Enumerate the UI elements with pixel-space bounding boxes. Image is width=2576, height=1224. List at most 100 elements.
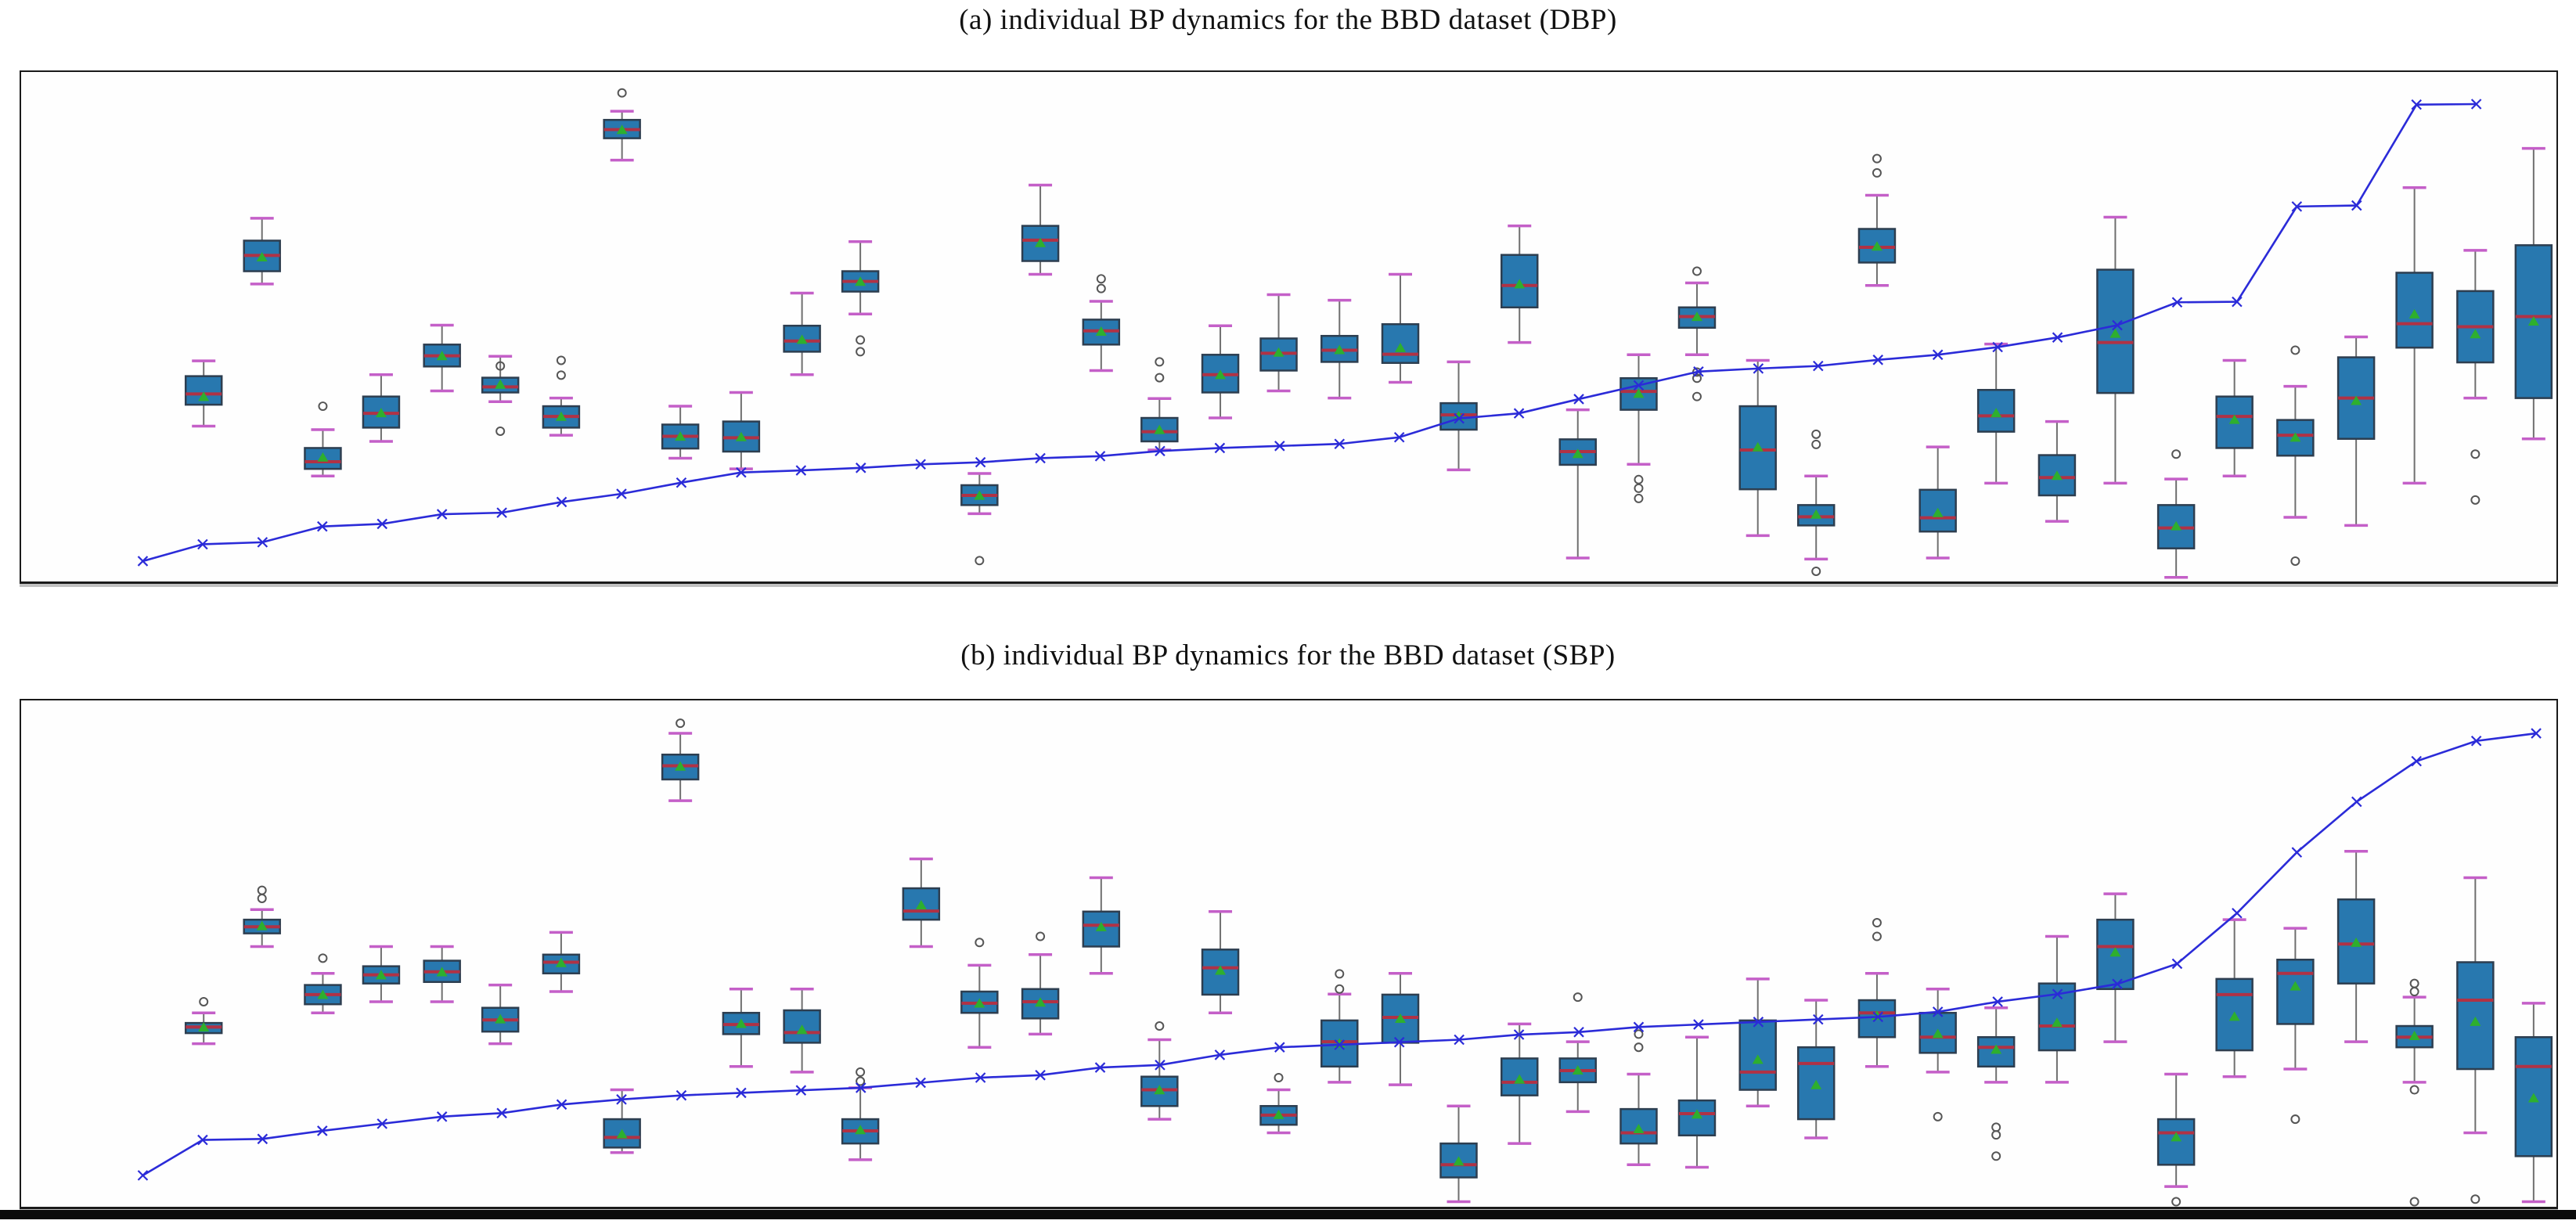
box-and-whisker: [1619, 1029, 1658, 1167]
x-marker: [556, 1099, 567, 1111]
box-and-whisker: [1796, 999, 1836, 1139]
mean-marker: [1035, 997, 1047, 1007]
outlier-marker: [1872, 918, 1882, 928]
outlier-marker: [1634, 1042, 1644, 1053]
x-marker: [1094, 451, 1106, 462]
x-marker: [2052, 988, 2063, 1000]
x-marker: [1633, 380, 1645, 391]
mean-marker: [1514, 1074, 1526, 1084]
box-and-whisker: [841, 240, 880, 357]
mean-marker: [974, 998, 985, 1008]
mean-marker: [1035, 237, 1047, 247]
mean-marker: [375, 408, 387, 418]
mean-marker: [375, 970, 387, 980]
x-marker: [376, 518, 388, 530]
x-marker: [2232, 296, 2243, 308]
outlier-marker: [1096, 274, 1106, 284]
mean-marker: [1215, 369, 1227, 380]
outlier-marker: [1991, 1130, 2001, 1140]
x-marker: [1035, 452, 1046, 464]
outlier-marker: [1872, 167, 1882, 178]
mean-marker: [555, 411, 567, 421]
box-and-whisker: [603, 1088, 641, 1154]
x-marker: [137, 556, 149, 567]
outlier-marker: [975, 556, 985, 566]
box-and-whisker: [1501, 224, 1539, 344]
x-marker: [2291, 201, 2303, 212]
mean-marker: [1633, 1123, 1645, 1134]
x-marker: [436, 1111, 448, 1122]
x-marker: [1753, 1017, 1764, 1028]
x-marker: [855, 1082, 866, 1093]
x-marker: [2232, 907, 2243, 919]
x-marker: [1513, 408, 1525, 419]
box-and-whisker: [1558, 992, 1597, 1114]
mean-marker: [198, 391, 210, 401]
box-and-whisker: [2456, 876, 2495, 1204]
outlier-marker: [318, 401, 328, 412]
x-marker: [616, 488, 627, 499]
outlier-marker: [856, 1067, 866, 1077]
box-and-whisker: [722, 391, 761, 470]
mean-marker: [735, 431, 747, 441]
x-marker: [1454, 1034, 1465, 1046]
mean-marker: [2109, 328, 2121, 338]
box-and-whisker: [423, 323, 461, 393]
box-and-whisker: [960, 472, 999, 566]
x-marker: [1334, 1039, 1346, 1050]
x-marker: [496, 507, 507, 518]
box-and-whisker: [2276, 345, 2315, 566]
panel-a-plot-area: [20, 70, 2558, 584]
mean-marker: [915, 900, 927, 910]
box-and-whisker: [362, 373, 401, 443]
iqr-box: [1501, 254, 1539, 309]
box-and-whisker: [2276, 927, 2315, 1125]
mean-marker: [974, 490, 985, 500]
box-and-whisker: [184, 996, 223, 1046]
x-marker: [2470, 99, 2482, 110]
x-marker: [2171, 958, 2183, 970]
mean-marker: [1095, 921, 1107, 931]
box-and-whisker: [304, 401, 342, 477]
outlier-marker: [856, 335, 866, 345]
box-and-whisker: [2514, 1002, 2553, 1204]
x-marker: [436, 509, 448, 520]
box-and-whisker: [1976, 1006, 2016, 1161]
mean-marker: [855, 276, 866, 286]
box-and-whisker: [2096, 215, 2135, 485]
outlier-marker: [556, 355, 566, 365]
x-marker: [2531, 728, 2542, 739]
mean-marker: [735, 1018, 747, 1028]
outlier-marker: [2409, 987, 2419, 997]
mean-marker: [1273, 347, 1284, 357]
box-and-whisker: [184, 359, 223, 428]
box-and-whisker: [1857, 918, 1897, 1068]
outlier-marker: [495, 426, 506, 436]
outlier-marker: [2171, 1197, 2181, 1207]
x-marker: [1992, 341, 2003, 353]
box-and-whisker: [1677, 1035, 1717, 1169]
mean-marker: [1633, 388, 1645, 398]
mean-marker: [1991, 1044, 2002, 1054]
box-and-whisker: [603, 88, 641, 162]
x-marker: [1992, 996, 2003, 1007]
mean-marker: [2290, 981, 2301, 991]
iqr-box: [1381, 322, 1420, 364]
box-and-whisker: [423, 945, 461, 1003]
box-and-whisker: [243, 217, 281, 286]
box-and-whisker: [2336, 850, 2376, 1043]
iqr-box: [2037, 454, 2077, 497]
mean-marker: [2408, 308, 2420, 319]
x-marker: [556, 496, 567, 508]
mean-marker: [1691, 1109, 1702, 1119]
mean-marker: [317, 989, 329, 999]
mean-marker: [2228, 414, 2240, 424]
box-and-whisker: [1259, 1073, 1298, 1135]
x-marker: [257, 537, 268, 548]
outlier-marker: [1573, 992, 1583, 1003]
box-and-whisker: [2215, 358, 2254, 477]
outlier-marker: [199, 996, 209, 1006]
box-and-whisker: [1140, 1021, 1179, 1121]
box-and-whisker: [1381, 971, 1420, 1086]
outlier-marker: [1155, 373, 1165, 383]
